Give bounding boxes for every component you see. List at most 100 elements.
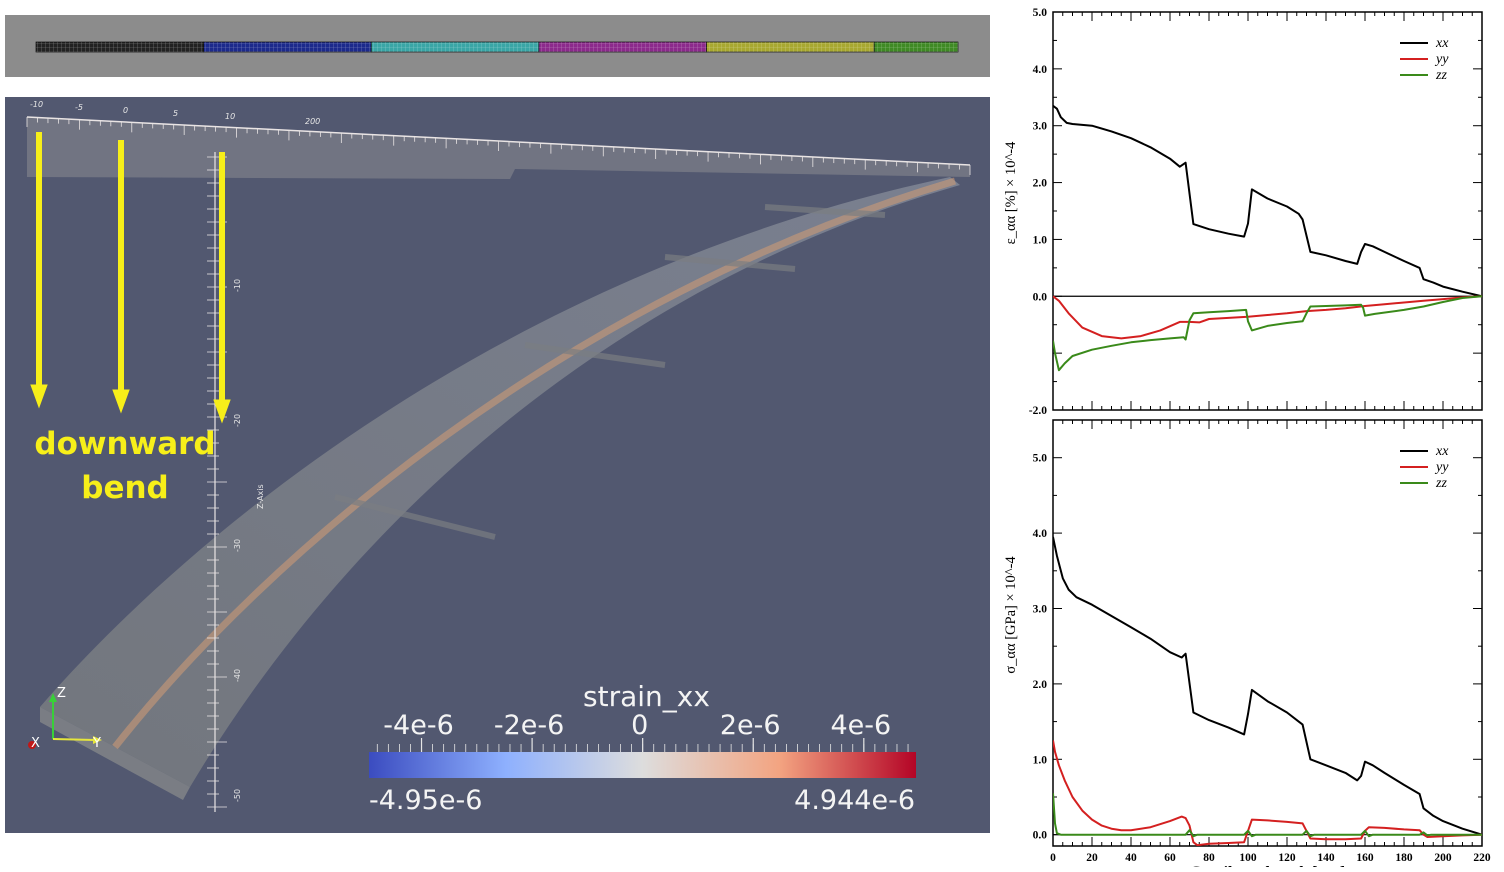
- x-tick-label: 120: [1278, 852, 1296, 864]
- y-tick-label: -2.0: [1029, 405, 1047, 417]
- y-tick-label: 3.0: [1033, 121, 1048, 133]
- x-tick-label: 80: [1203, 852, 1215, 864]
- x-tick-label: 40: [1125, 852, 1137, 864]
- y-tick-label: 5.0: [1033, 7, 1048, 19]
- segment-joint: [764, 204, 886, 218]
- ruler-tick-label: 200: [305, 117, 320, 126]
- y-tick-label: 4.0: [1033, 528, 1048, 540]
- color-bar-ticks: [376, 738, 909, 752]
- series-line-yy: [1053, 740, 1482, 846]
- bent-beam: [40, 177, 960, 800]
- z-tick-label: -20: [233, 414, 242, 427]
- y-tick-label: 0.0: [1033, 830, 1048, 842]
- triad-x-label: X: [31, 736, 40, 751]
- z-tick-label: -50: [233, 789, 242, 802]
- x-tick-label: 180: [1395, 852, 1413, 864]
- color-bar-max-label: 4.944e-6: [794, 785, 915, 816]
- color-bar-tick-label: -2e-6: [493, 710, 565, 741]
- legend-label: yy: [1434, 460, 1449, 475]
- viewport-scene: -10 -5 0 5 10 200 -10 -20 -: [26, 100, 971, 812]
- color-bar-tick-label: 2e-6: [719, 710, 781, 741]
- z-tick-label: -40: [233, 669, 242, 682]
- segment-joint: [334, 494, 496, 540]
- color-bar: [369, 738, 916, 778]
- series-line-zz: [1053, 793, 1482, 838]
- color-bar-title: strain_xx: [583, 680, 710, 713]
- ruler-tick-label: 10: [225, 112, 235, 121]
- top-beam-svg: [35, 41, 959, 53]
- ruler-tick-label: 5: [173, 109, 178, 118]
- bend-annotation-line2: bend: [81, 470, 169, 506]
- y-tick-label: 2.0: [1033, 178, 1048, 190]
- z-axis-ruler: -10 -20 -30 -40 -50 Z-Axis: [207, 152, 265, 812]
- color-bar-min-label: -4.95e-6: [369, 785, 483, 816]
- triad-y-axis: [52, 738, 96, 741]
- ruler-tick-label: -10: [30, 100, 43, 109]
- series-line-zz: [1053, 295, 1482, 372]
- beam-segments: [35, 41, 959, 53]
- x-tick-label: 20: [1086, 852, 1098, 864]
- top-ruler: -10 -5 0 5 10 200: [26, 100, 971, 179]
- y-tick-label: 1.0: [1033, 234, 1048, 246]
- y-axis-label: σ_αα [GPa] × 10^-4: [1003, 556, 1019, 674]
- legend-label: xx: [1435, 444, 1449, 459]
- beam-segment-mesh: [874, 42, 958, 52]
- plot-frame: [1052, 419, 1483, 847]
- series-line-yy: [1053, 295, 1482, 340]
- x-tick-label: 60: [1164, 852, 1176, 864]
- y-tick-label: 2.0: [1033, 679, 1048, 691]
- z-axis-label: Z-Axis: [256, 484, 265, 509]
- beam-segment-mesh: [36, 42, 204, 52]
- x-tick-label: 160: [1356, 852, 1374, 864]
- z-tick-label: -10: [233, 279, 242, 292]
- x-tick-label: 200: [1434, 852, 1452, 864]
- bend-annotation: downward bend: [5, 422, 245, 510]
- z-axis-ticks: [207, 156, 227, 808]
- beam-surface: [40, 177, 960, 787]
- triad-y-label: Y: [92, 736, 101, 751]
- y-tick-label: 3.0: [1033, 603, 1048, 615]
- plot-frame: [1052, 11, 1483, 411]
- beam-strain-core: [112, 177, 956, 750]
- render-viewport[interactable]: -10 -5 0 5 10 200 -10 -20 -: [5, 97, 990, 833]
- triad-x-axis: [28, 741, 36, 749]
- arrow-head: [112, 389, 130, 414]
- y-tick-label: 5.0: [1033, 453, 1048, 465]
- y-tick-label: 4.0: [1033, 64, 1048, 76]
- z-tick-label: -30: [233, 539, 242, 552]
- top-beam-strip: [5, 15, 990, 77]
- plot-panel-2: 5.0 4.0 3.0 2.0 1.0 0.00 20 40 60 80 100 120 140 160 1…: [1003, 419, 1491, 872]
- legend-label: zz: [1435, 68, 1447, 83]
- legend-label: xx: [1435, 36, 1449, 51]
- color-bar-gradient: [369, 752, 916, 778]
- beam-segment-mesh: [203, 42, 372, 52]
- plot-panel-1: 5.0 4.0 3.0 2.0 1.0 0.0 -2.0 ε_αα [%] × 10^-4 xx…: [1003, 7, 1483, 417]
- beam-end-face: [40, 707, 190, 800]
- orientation-triad: Z X Y: [28, 686, 102, 751]
- ruler-tick-label: -5: [75, 103, 83, 112]
- beam-segment-mesh: [371, 42, 539, 52]
- color-bar-tick-label: 0: [631, 710, 649, 741]
- arrow-head: [213, 399, 231, 424]
- plots-panel: 5.0 4.0 3.0 2.0 1.0 0.0 -2.0 ε_αα [%] × 10^-4 xx…: [995, 0, 1504, 872]
- y-axis-label: ε_αα [%] × 10^-4: [1003, 141, 1019, 244]
- ruler-ticks: [26, 117, 971, 175]
- color-bar-tick-label: 4e-6: [830, 710, 892, 741]
- x-tick-label: 140: [1317, 852, 1335, 864]
- segment-joint: [664, 254, 796, 272]
- plots-svg: 5.0 4.0 3.0 2.0 1.0 0.0 -2.0 ε_αα [%] × 10^-4 xx…: [1003, 7, 1491, 872]
- legend-label: yy: [1434, 52, 1449, 67]
- triad-z-label: Z: [57, 686, 66, 701]
- segment-joint: [524, 342, 666, 368]
- x-tick-label: 0: [1050, 852, 1056, 864]
- x-tick-label: 220: [1473, 852, 1491, 864]
- downward-arrows: [30, 132, 231, 424]
- ruler-tick-label: 0: [123, 106, 128, 115]
- beam-segment-mesh: [538, 42, 707, 52]
- beam-segment-mesh: [706, 42, 875, 52]
- series-line-xx: [1053, 536, 1482, 836]
- arrow-head: [30, 384, 48, 409]
- bend-annotation-line1: downward: [34, 426, 216, 462]
- y-tick-label: 1.0: [1033, 754, 1048, 766]
- x-tick-label: 100: [1239, 852, 1257, 864]
